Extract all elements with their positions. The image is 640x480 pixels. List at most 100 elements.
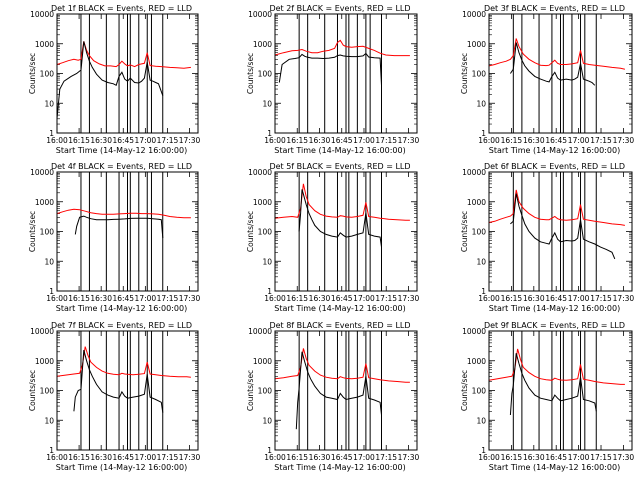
y-tick-label: 1000 [253, 40, 272, 49]
x-axis-label: Start Time (14-May-12 16:00:00) [489, 146, 620, 155]
x-tick-label: 17:15 [590, 294, 612, 303]
x-tick-label: 16:45 [112, 294, 134, 303]
x-axis-label: Start Time (14-May-12 16:00:00) [489, 463, 620, 472]
x-tick-label: 17:15 [157, 294, 179, 303]
y-tick-label: 10 [44, 257, 54, 266]
x-tick-label: 16:00 [478, 453, 500, 462]
x-tick-label: 17:00 [568, 453, 590, 462]
x-tick-label: 17:30 [613, 294, 635, 303]
x-tick-label: 16:30 [523, 453, 545, 462]
x-tick-label: 16:00 [46, 294, 68, 303]
x-tick-label: 16:30 [523, 294, 545, 303]
y-tick-label: 10000 [248, 168, 272, 177]
panel-title: Det 1f BLACK = Events, RED = LLD [51, 4, 192, 13]
x-tick-label: 17:15 [157, 136, 179, 145]
detector-panel-1: 1 10 100 1000 10000 16:00 16:15 16:30 16:45 17:00… [28, 4, 201, 155]
x-tick-label: 17:15 [375, 453, 397, 462]
detector-panel-3: 1 10 100 1000 10000 16:00 16:15 16:30 16:45 17:00… [460, 4, 634, 155]
y-axis-label: Counts/sec [28, 53, 37, 94]
series-line-events [509, 42, 596, 86]
x-tick-label: 16:45 [331, 453, 353, 462]
panel-title: Det 6f BLACK = Events, RED = LLD [484, 162, 625, 171]
x-tick-label: 16:30 [309, 453, 331, 462]
x-tick-label: 16:45 [112, 453, 134, 462]
y-tick-label: 100 [40, 70, 55, 79]
detector-panel-5: 1 10 100 1000 10000 16:00 16:15 16:30 16:45 17:00… [246, 162, 420, 313]
series-line-lld [274, 39, 410, 57]
y-tick-label: 10000 [248, 327, 272, 336]
x-tick-label: 17:30 [398, 136, 420, 145]
y-tick-label: 10000 [462, 10, 486, 19]
series-line-events [278, 52, 382, 86]
y-tick-label: 10 [262, 257, 272, 266]
y-axis-label: Counts/sec [246, 211, 255, 252]
x-tick-label: 16:45 [545, 136, 567, 145]
y-tick-label: 1000 [253, 357, 272, 366]
plot-frame [488, 330, 633, 451]
series-line-events [510, 193, 616, 260]
x-tick-label: 16:15 [68, 136, 90, 145]
x-axis-label: Start Time (14-May-12 16:00:00) [489, 304, 620, 313]
detector-panel-2: 1 10 100 1000 10000 16:00 16:15 16:30 16:45 17:00… [246, 4, 420, 155]
x-tick-label: 17:30 [613, 453, 635, 462]
x-tick-label: 16:15 [501, 294, 523, 303]
y-tick-label: 10 [44, 99, 54, 108]
y-tick-label: 1000 [253, 198, 272, 207]
y-tick-label: 1 [49, 446, 54, 455]
y-tick-label: 1000 [35, 40, 54, 49]
plot-frame [274, 13, 418, 134]
x-tick-label: 16:45 [331, 294, 353, 303]
y-tick-label: 10 [262, 416, 272, 425]
x-tick-label: 16:45 [331, 136, 353, 145]
x-axis-label: Start Time (14-May-12 16:00:00) [56, 146, 187, 155]
y-tick-label: 1000 [467, 198, 486, 207]
x-tick-label: 16:15 [68, 294, 90, 303]
x-axis-label: Start Time (14-May-12 16:00:00) [274, 463, 405, 472]
panel-title: Det 2f BLACK = Events, RED = LLD [269, 4, 410, 13]
x-tick-label: 16:15 [286, 136, 308, 145]
x-tick-label: 16:15 [501, 453, 523, 462]
x-tick-label: 16:00 [264, 453, 286, 462]
plot-frame [274, 171, 418, 292]
series-line-events [56, 41, 164, 119]
x-tick-label: 16:30 [309, 294, 331, 303]
x-tick-label: 16:45 [545, 453, 567, 462]
y-axis-label: Counts/sec [246, 53, 255, 94]
y-tick-label: 100 [258, 228, 273, 237]
x-tick-label: 17:15 [590, 453, 612, 462]
detector-panel-6: 1 10 100 1000 10000 16:00 16:15 16:30 16:45 17:00… [460, 162, 634, 313]
y-tick-label: 10 [476, 99, 486, 108]
x-tick-label: 17:30 [398, 294, 420, 303]
panel-title: Det 5f BLACK = Events, RED = LLD [269, 162, 410, 171]
y-axis-label: Counts/sec [28, 211, 37, 252]
y-axis-label: Counts/sec [460, 370, 469, 411]
x-tick-label: 16:00 [264, 294, 286, 303]
x-tick-label: 16:00 [46, 136, 68, 145]
y-tick-label: 1000 [35, 357, 54, 366]
y-tick-label: 100 [472, 70, 487, 79]
y-tick-label: 100 [472, 228, 487, 237]
x-tick-label: 16:00 [478, 294, 500, 303]
x-tick-label: 17:30 [179, 453, 201, 462]
x-tick-label: 16:30 [90, 453, 112, 462]
detector-panel-7: 1 10 100 1000 10000 16:00 16:15 16:30 16:45 17:00… [28, 321, 201, 472]
x-tick-label: 17:30 [179, 136, 201, 145]
detector-panel-8: 1 10 100 1000 10000 16:00 16:15 16:30 16:45 17:00… [246, 321, 420, 472]
x-tick-label: 17:15 [375, 294, 397, 303]
y-tick-label: 1 [481, 287, 486, 296]
x-tick-label: 17:00 [135, 453, 157, 462]
panel-title: Det 7f BLACK = Events, RED = LLD [51, 321, 192, 330]
y-tick-label: 10 [44, 416, 54, 425]
y-tick-label: 1000 [467, 357, 486, 366]
y-tick-label: 1000 [35, 198, 54, 207]
x-tick-label: 17:00 [353, 136, 375, 145]
x-tick-label: 16:30 [90, 294, 112, 303]
detector-panel-4: 1 10 100 1000 10000 16:00 16:15 16:30 16:45 17:00… [28, 162, 201, 313]
x-tick-label: 16:30 [523, 136, 545, 145]
y-tick-label: 1000 [467, 40, 486, 49]
y-tick-label: 1 [267, 129, 272, 138]
series-line-lld [274, 348, 410, 383]
x-axis-label: Start Time (14-May-12 16:00:00) [274, 146, 405, 155]
x-tick-label: 17:00 [135, 294, 157, 303]
plot-frame [274, 330, 418, 451]
